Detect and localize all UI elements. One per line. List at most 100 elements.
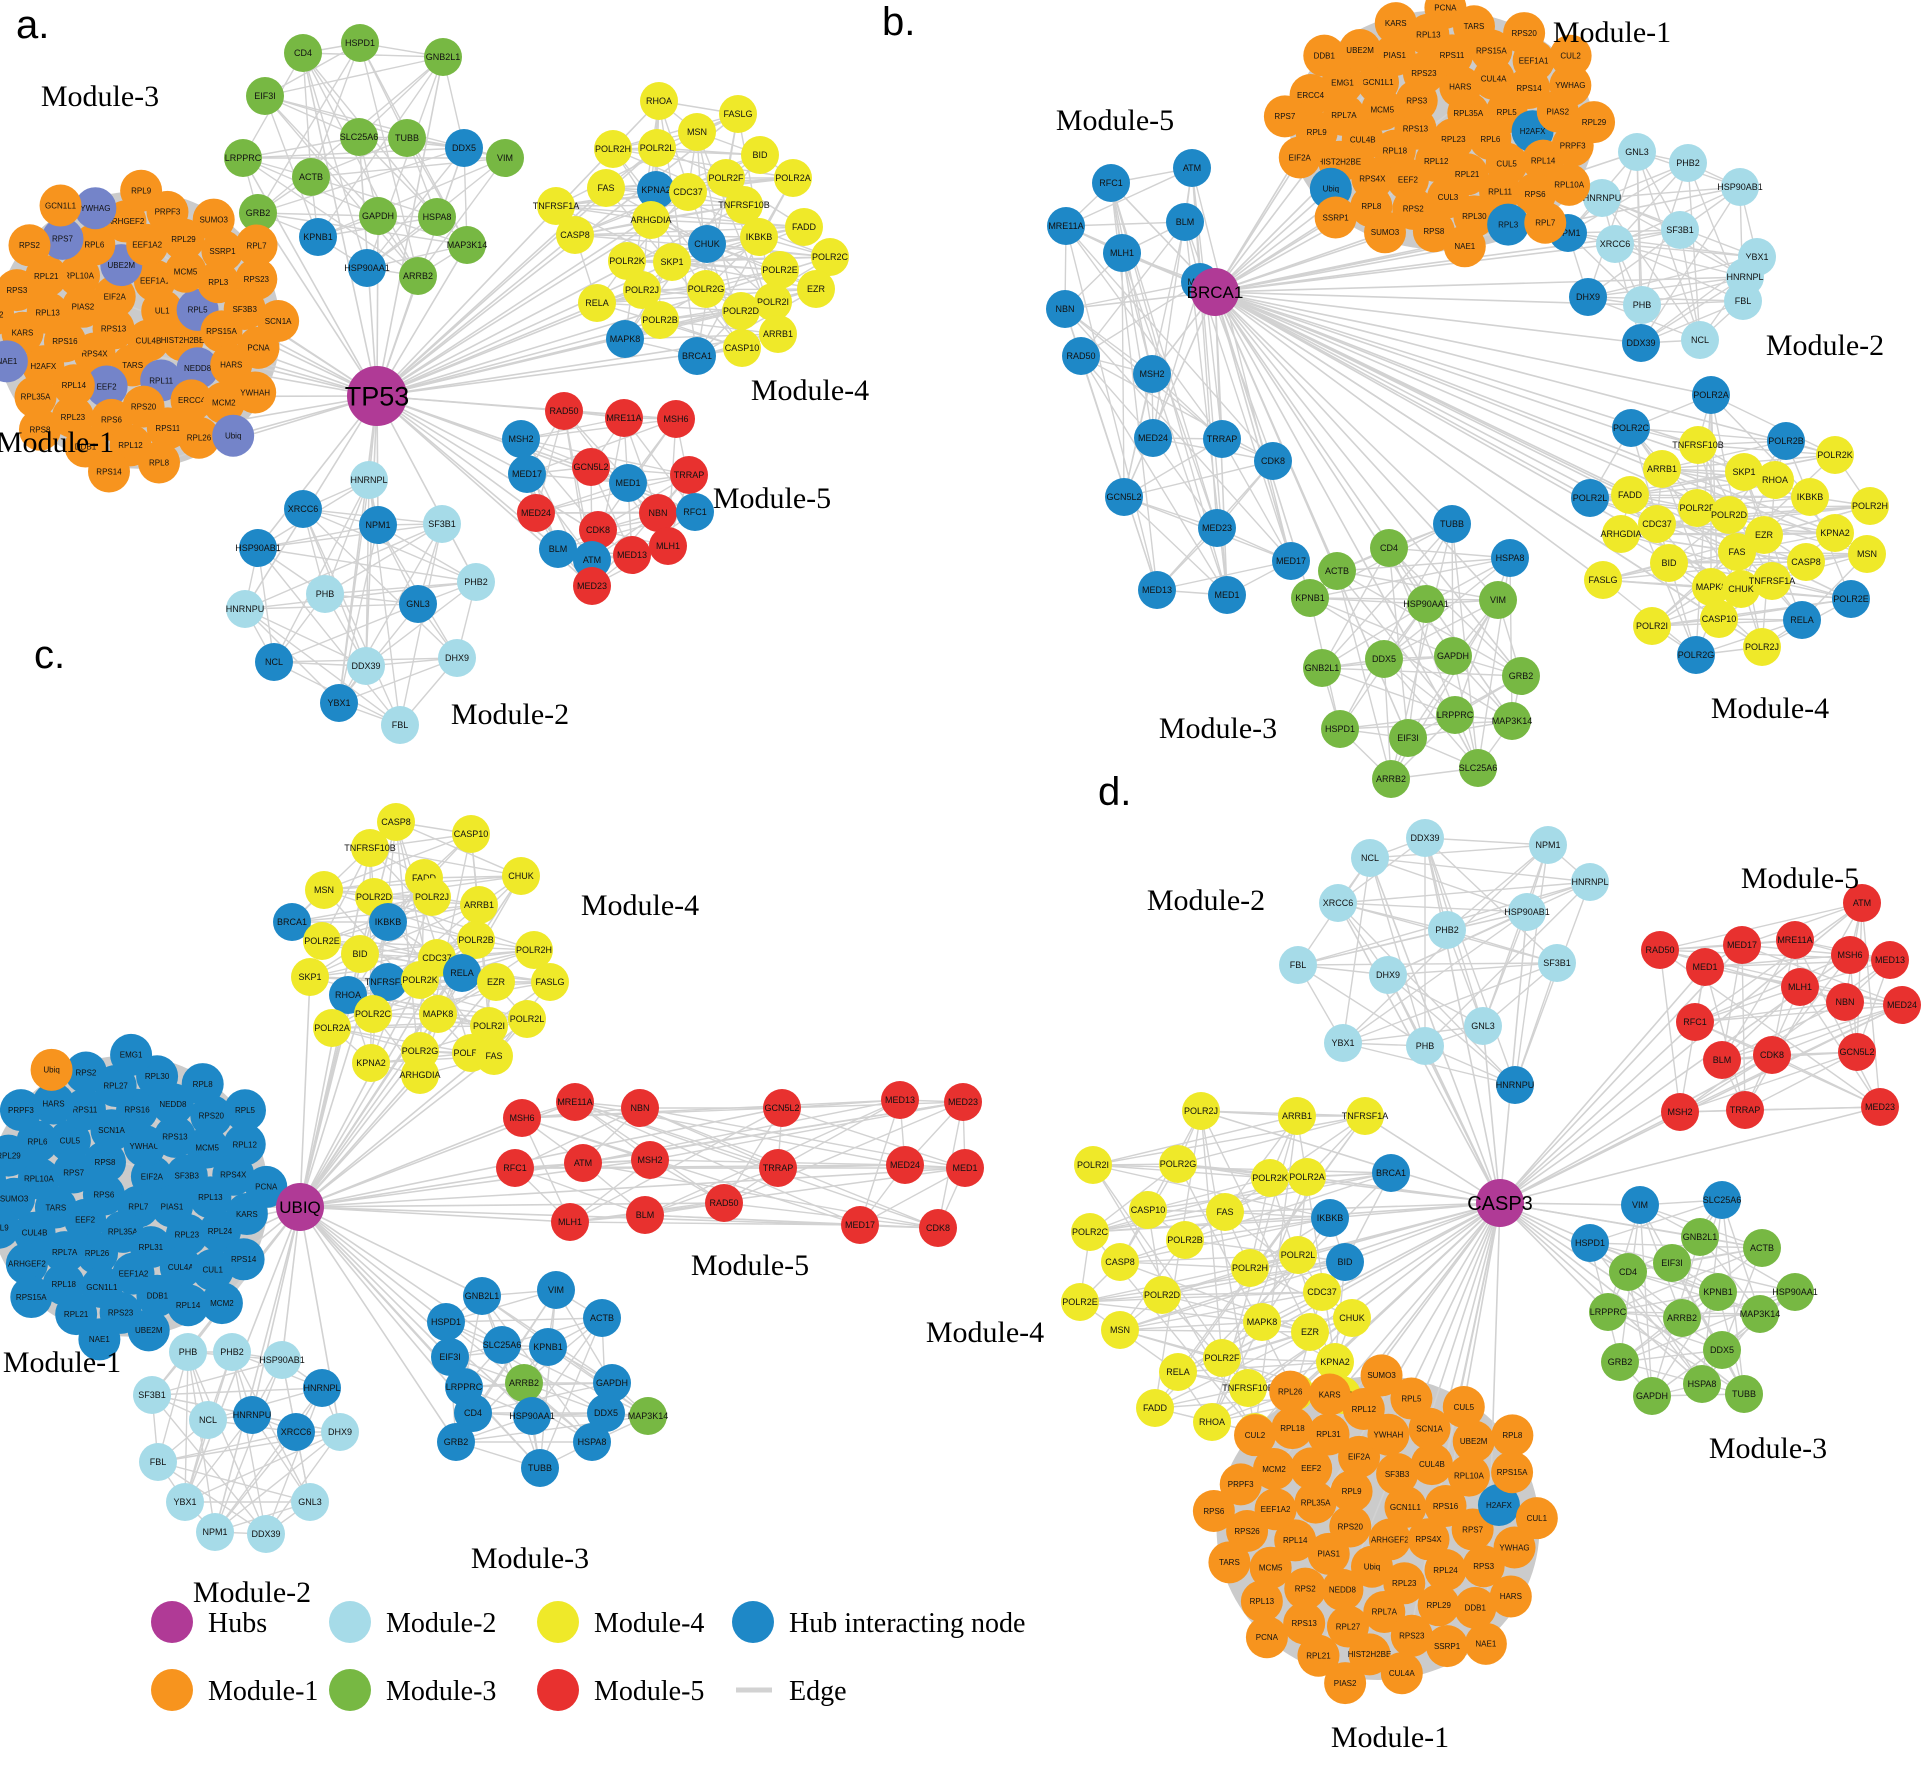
node-label-b-MAP3K14: MAP3K14 <box>1492 716 1533 726</box>
edge <box>1119 1329 1311 1333</box>
node-label-b-RFC1: RFC1 <box>1099 178 1123 188</box>
node-c-RAD50 <box>705 1184 743 1222</box>
node-d-MCM2 <box>1253 1448 1296 1491</box>
node-c-GCN5L2 <box>763 1089 801 1127</box>
node-d-RPL24 <box>1424 1548 1467 1591</box>
node-label-b-POLR2F: POLR2F <box>1679 503 1715 513</box>
node-a-FASLG <box>719 95 757 133</box>
module-label-b-Module-2: Module-2 <box>1766 329 1884 362</box>
node-b-MLH1 <box>1103 234 1141 272</box>
node-label-c-RPL27: RPL27 <box>103 1082 128 1091</box>
node-label-a-POLR2A: POLR2A <box>775 173 811 183</box>
node-label-c-CDK8: CDK8 <box>926 1223 950 1233</box>
node-label-b-IKBKB: IKBKB <box>1797 492 1824 502</box>
node-c-SLC25A6 <box>483 1326 521 1364</box>
panel-letter-d: d. <box>1098 770 1131 814</box>
node-label-a-CUL4B: CUL4B <box>136 336 162 345</box>
node-label-c-ARHGDIA: ARHGDIA <box>399 1070 440 1080</box>
node-d-EZR <box>1291 1313 1329 1351</box>
hub-edge <box>1214 245 1465 293</box>
node-d-PHB2 <box>1428 911 1466 949</box>
node-d-KPNB1 <box>1699 1273 1737 1311</box>
node-label-c-RPL29: RPL29 <box>0 1151 21 1160</box>
node-b-MED1 <box>1208 576 1246 614</box>
node-label-a-RPL12: RPL12 <box>118 441 143 450</box>
legend-swatch-module-4 <box>537 1601 579 1643</box>
node-label-b-RPL18: RPL18 <box>1383 146 1408 155</box>
node-a-CDK8 <box>579 511 617 549</box>
node-d-POLR2D <box>1143 1276 1181 1314</box>
edge <box>1064 308 1292 562</box>
node-label-d-HARS: HARS <box>1500 1592 1522 1601</box>
node-label-d-DDX5: DDX5 <box>1710 1345 1734 1355</box>
node-b-RPL10A <box>1548 163 1591 206</box>
edge <box>244 581 477 610</box>
node-d-POLR2C <box>1071 1213 1109 1251</box>
node-c-RPS7 <box>52 1151 95 1194</box>
node-label-c-VIM: VIM <box>548 1285 564 1295</box>
node-b-RPL7 <box>1524 201 1567 244</box>
edge <box>1092 1115 1298 1166</box>
node-d-TNFRSF1A <box>1346 1097 1384 1135</box>
node-label-b-RPL14: RPL14 <box>1531 156 1556 165</box>
node-b-RPS20 <box>1503 12 1546 55</box>
node-d-PIAS2 <box>1324 1662 1367 1705</box>
node-a-RPL6 <box>73 223 116 266</box>
node-label-d-RPL31: RPL31 <box>1316 1430 1341 1439</box>
node-c-MED24 <box>886 1146 924 1184</box>
node-c-RPL7A <box>43 1231 86 1274</box>
edge <box>399 523 443 726</box>
node-label-b-FBL: FBL <box>1735 296 1752 306</box>
node-label-a-PIAS2: PIAS2 <box>72 303 95 312</box>
node-label-c-MAP3K14: MAP3K14 <box>628 1411 669 1421</box>
node-label-a-RPL6: RPL6 <box>84 240 105 249</box>
node-label-b-RPL7A: RPL7A <box>1331 111 1357 120</box>
node-b-ARHGDIA <box>1602 515 1640 553</box>
node-c-KPNA2 <box>352 1044 390 1082</box>
edge <box>1254 1317 1353 1433</box>
node-label-d-GCN5L2: GCN5L2 <box>1839 1047 1874 1057</box>
module-label-c-Module-2: Module-2 <box>193 1576 311 1609</box>
edge <box>273 603 419 663</box>
node-label-c-XRCC6: XRCC6 <box>281 1427 312 1437</box>
node-label-c-BID: BID <box>352 949 368 959</box>
node-d-FAS <box>1206 1193 1244 1231</box>
node-d-FBL <box>1279 946 1317 984</box>
node-d-MCM5 <box>1249 1546 1292 1589</box>
node-label-c-MSH6: MSH6 <box>509 1113 534 1123</box>
edge <box>1718 598 1852 620</box>
hub-edge <box>1089 1202 1501 1233</box>
node-d-GAPDH <box>1633 1377 1671 1415</box>
node-label-c-SF3B3: SF3B3 <box>175 1171 200 1180</box>
node-a-IKBKB <box>740 218 778 256</box>
edge <box>406 137 468 246</box>
legend-label-module-1: Module-1 <box>208 1676 318 1707</box>
edge <box>1721 1199 1761 1315</box>
node-label-d-RPS26: RPS26 <box>1234 1527 1260 1536</box>
node-label-b-ATM: ATM <box>1183 163 1201 173</box>
node-label-b-GAPDH: GAPDH <box>1437 651 1469 661</box>
labels-panel-a: Module-3 Module-4 Module-5 Module-2 Module-1… <box>0 3 869 731</box>
node-a-CD4 <box>284 34 322 72</box>
node-label-d-PHB: PHB <box>1416 1041 1435 1051</box>
node-label-b-EIF3I: EIF3I <box>1397 733 1419 743</box>
node-label-b-RPS3: RPS3 <box>1406 96 1427 105</box>
node-c-VIM <box>537 1271 575 1309</box>
edge <box>1861 902 1881 1108</box>
node-label-d-NCL: NCL <box>1361 853 1379 863</box>
node-a-MSH2 <box>502 420 540 458</box>
node-label-a-LRPPRC: LRPPRC <box>225 153 262 163</box>
edge <box>612 148 761 156</box>
node-label-d-PHB2: PHB2 <box>1435 925 1459 935</box>
hub-edge <box>299 976 311 1208</box>
node-label-d-HNRNPU: HNRNPU <box>1496 1080 1535 1090</box>
edge <box>242 157 419 277</box>
node-d-RPL13 <box>1240 1580 1283 1623</box>
node-b-TNFRSF10B <box>1679 426 1717 464</box>
node-d-RPS15A <box>1491 1451 1534 1494</box>
node-label-d-GNB2L1: GNB2L1 <box>1683 1232 1718 1242</box>
hub-edge <box>376 204 745 397</box>
edge <box>1509 557 1513 722</box>
node-a-CUL2 <box>0 294 15 335</box>
